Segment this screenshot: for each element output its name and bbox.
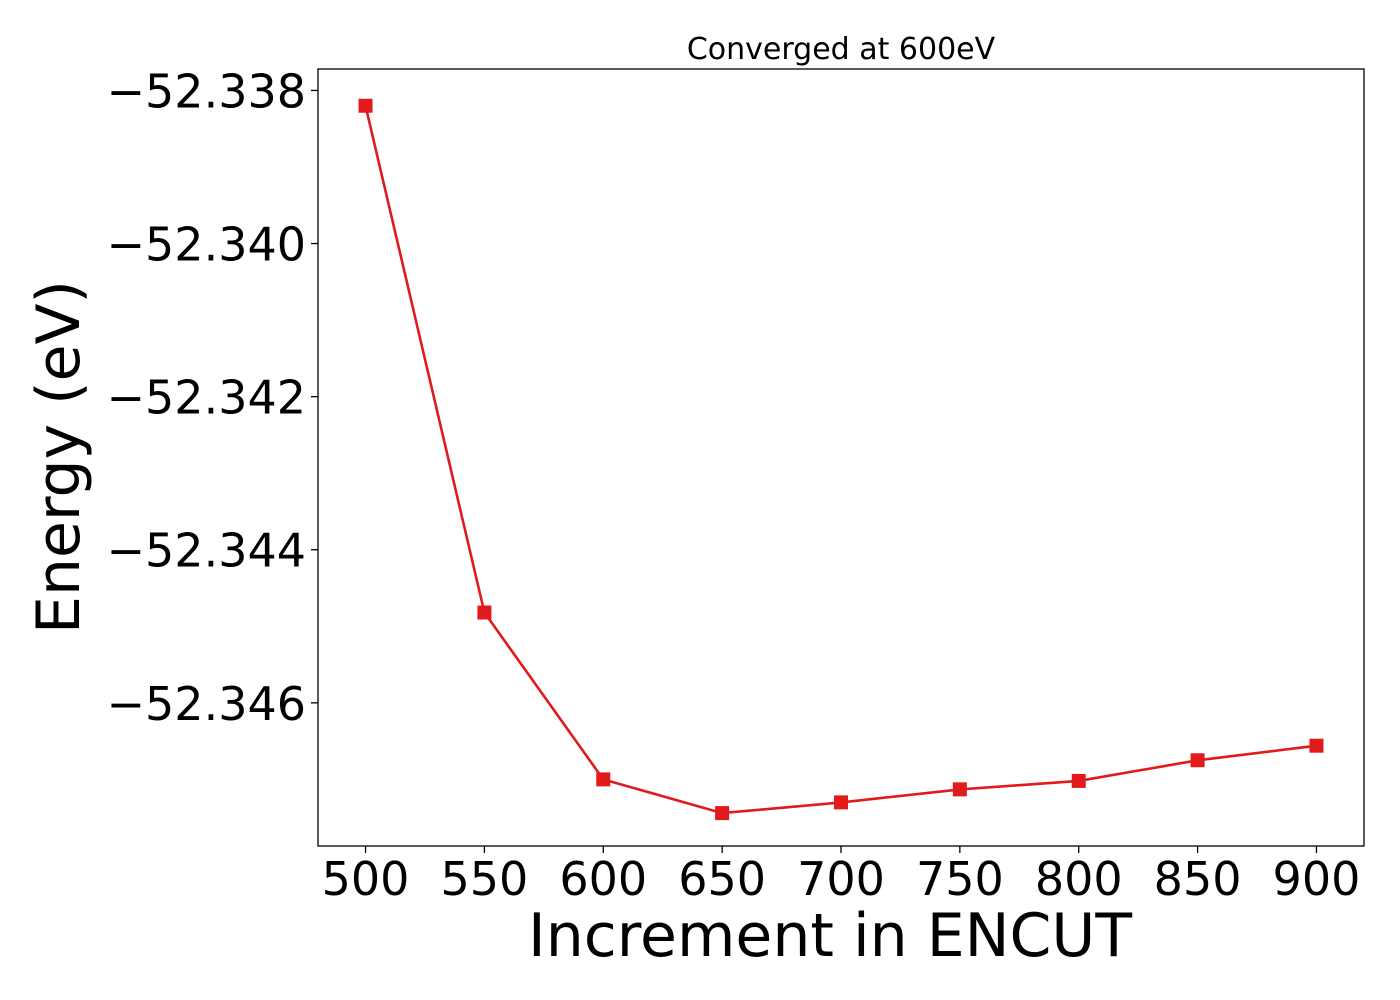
data-point [834, 795, 848, 810]
data-point [477, 605, 492, 620]
data-point [1309, 738, 1324, 753]
data-point [1071, 773, 1086, 788]
data-point [715, 806, 730, 821]
x-tick-label: 500 [322, 852, 410, 906]
x-tick-label: 700 [797, 852, 885, 906]
data-point [1190, 753, 1205, 768]
y-axis-label: Energy (eV) [24, 280, 94, 634]
y-tick-label: −52.342 [107, 371, 307, 425]
x-tick-label: 900 [1273, 852, 1361, 906]
plot-area [317, 68, 1365, 847]
x-tick-label: 750 [916, 852, 1004, 906]
y-tick-label: −52.340 [107, 218, 307, 272]
x-tick-label: 600 [559, 852, 647, 906]
y-tick-label: −52.346 [107, 677, 307, 731]
chart-title: Converged at 600eV [687, 32, 996, 67]
x-tick-label: 650 [678, 852, 766, 906]
x-axis-label: Increment in ENCUT [528, 901, 1132, 971]
y-tick-label: −52.344 [107, 524, 307, 578]
x-axis: 500 550 600 650 700 750 800 850 900 [322, 846, 1361, 906]
data-point [596, 772, 611, 787]
x-tick-label: 850 [1154, 852, 1242, 906]
x-tick-label: 550 [441, 852, 529, 906]
series-line [364, 105, 1317, 815]
y-tick-label: −52.338 [107, 64, 307, 118]
x-tick-label: 800 [1035, 852, 1123, 906]
data-point [952, 782, 967, 797]
series-layer [358, 98, 1324, 821]
data-point [358, 98, 373, 113]
y-axis: −52.338 −52.340 −52.342 −52.344 −52.346 [107, 64, 318, 731]
